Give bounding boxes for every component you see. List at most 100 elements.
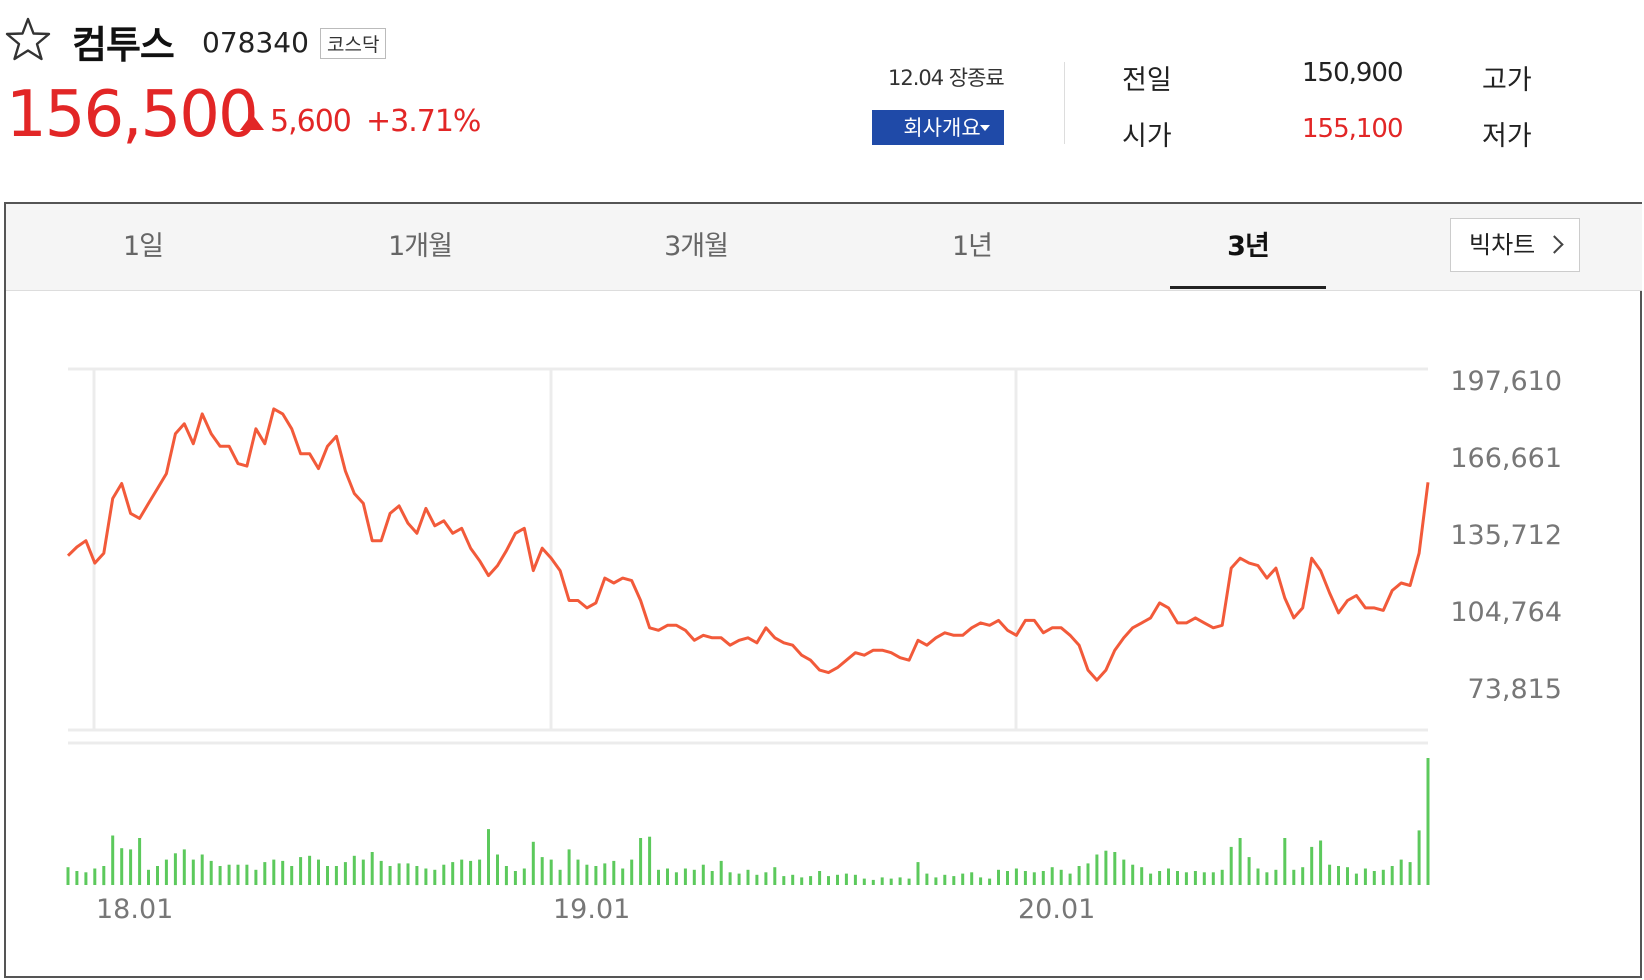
- volume-bar: [388, 866, 392, 886]
- volume-bar: [961, 873, 965, 885]
- volume-bars: [66, 758, 1430, 886]
- volume-bar: [1167, 868, 1170, 885]
- volume-bar: [1417, 830, 1421, 885]
- star-outline-icon[interactable]: [4, 16, 52, 64]
- volume-bar: [979, 877, 983, 885]
- tab-3year[interactable]: 3년: [1227, 231, 1270, 262]
- volume-bar: [862, 878, 866, 885]
- caret-down-icon: [980, 125, 990, 131]
- volume-bar: [236, 864, 240, 885]
- x-tick-label: 20.01: [1018, 894, 1095, 925]
- company-overview-button[interactable]: 회사개요: [872, 110, 1004, 145]
- volume-bar: [809, 876, 813, 885]
- volume-bar: [469, 860, 473, 885]
- bigchart-label: 빅차트: [1469, 231, 1536, 259]
- y-tick-label: 135,712: [1450, 520, 1562, 551]
- volume-bar: [308, 855, 312, 885]
- volume-bar: [478, 859, 482, 885]
- volume-bar: [1354, 873, 1358, 885]
- volume-bar: [191, 859, 195, 885]
- chart-panel: [4, 202, 1642, 978]
- volume-bar: [737, 873, 741, 885]
- y-tick-label: 73,815: [1468, 674, 1562, 705]
- volume-bar: [281, 860, 285, 885]
- volume-bar: [800, 877, 804, 885]
- volume-bar: [343, 862, 347, 885]
- volume-bar: [272, 859, 276, 885]
- market-badge: 코스닥: [320, 28, 387, 59]
- volume-bar: [952, 876, 956, 885]
- volume-bar: [836, 874, 839, 885]
- change-rate: +3.71%: [366, 104, 481, 139]
- volume-bar: [674, 872, 678, 885]
- volume-bar: [621, 868, 625, 885]
- volume-bar: [1140, 867, 1144, 885]
- volume-bar: [1176, 871, 1179, 885]
- volume-bar: [1408, 862, 1412, 885]
- volume-bar: [1095, 854, 1099, 885]
- volume-bar: [1131, 864, 1135, 885]
- volume-bar: [997, 869, 1000, 885]
- volume-bar: [1274, 869, 1278, 885]
- volume-bar: [451, 862, 455, 885]
- volume-bar: [138, 838, 142, 885]
- y-tick-label: 104,764: [1450, 597, 1562, 628]
- tab-1year[interactable]: 1년: [951, 231, 993, 262]
- volume-bar: [75, 871, 79, 885]
- tab-1month[interactable]: 1개월: [388, 231, 453, 262]
- volume-bar: [701, 864, 705, 885]
- volume-bar: [531, 841, 535, 885]
- volume-bar: [1256, 868, 1260, 885]
- volume-bar: [1104, 850, 1108, 885]
- volume-bar: [254, 869, 258, 885]
- volume-bar: [1050, 867, 1054, 885]
- volume-bar: [1077, 866, 1081, 886]
- prev-close-value: 150,900: [1302, 58, 1404, 88]
- volume-bar: [630, 859, 634, 885]
- volume-bar: [209, 860, 213, 885]
- volume-bar: [147, 869, 150, 885]
- change-amount: 5,600: [270, 104, 352, 139]
- volume-bar: [379, 860, 383, 885]
- volume-bar: [442, 864, 446, 885]
- y-tick-label: 197,610: [1450, 366, 1562, 397]
- volume-bar: [558, 869, 562, 885]
- volume-bar: [1426, 758, 1430, 885]
- open-value: 155,100: [1302, 114, 1404, 144]
- volume-bar: [352, 855, 356, 885]
- volume-bar: [1301, 867, 1305, 885]
- volume-bar: [907, 878, 911, 885]
- tab-3month[interactable]: 3개월: [664, 231, 729, 262]
- volume-bar: [880, 877, 884, 885]
- volume-bar: [1229, 846, 1233, 885]
- volume-bar: [200, 854, 204, 885]
- volume-bar: [1247, 857, 1251, 885]
- volume-bar: [66, 867, 70, 885]
- bigchart-button[interactable]: 빅차트: [1450, 218, 1580, 272]
- prev-close-label: 전일: [1122, 65, 1172, 96]
- volume-bar: [710, 871, 714, 885]
- volume-bar: [943, 874, 947, 885]
- volume-bar: [1381, 869, 1385, 885]
- volume-bar: [719, 860, 723, 885]
- volume-bar: [639, 838, 643, 885]
- volume-bar: [988, 878, 992, 885]
- volume-bar: [1310, 846, 1314, 885]
- volume-bar: [326, 866, 329, 886]
- market-status: 12.04 장종료: [888, 66, 1005, 90]
- volume-bar: [1337, 866, 1340, 886]
- volume-bar: [925, 873, 929, 885]
- volume-bar: [173, 853, 177, 886]
- volume-bar: [1238, 838, 1242, 885]
- volume-bar: [1041, 871, 1045, 885]
- volume-bar: [1283, 838, 1287, 885]
- tab-1day[interactable]: 1일: [122, 231, 164, 262]
- volume-bar: [1113, 852, 1117, 885]
- volume-bar: [871, 879, 875, 885]
- volume-bar: [567, 849, 571, 885]
- volume-bar: [818, 871, 822, 885]
- volume-bar: [433, 869, 437, 885]
- current-price: 156,500: [6, 78, 259, 152]
- volume-bar: [84, 872, 88, 885]
- volume-bar: [513, 871, 517, 885]
